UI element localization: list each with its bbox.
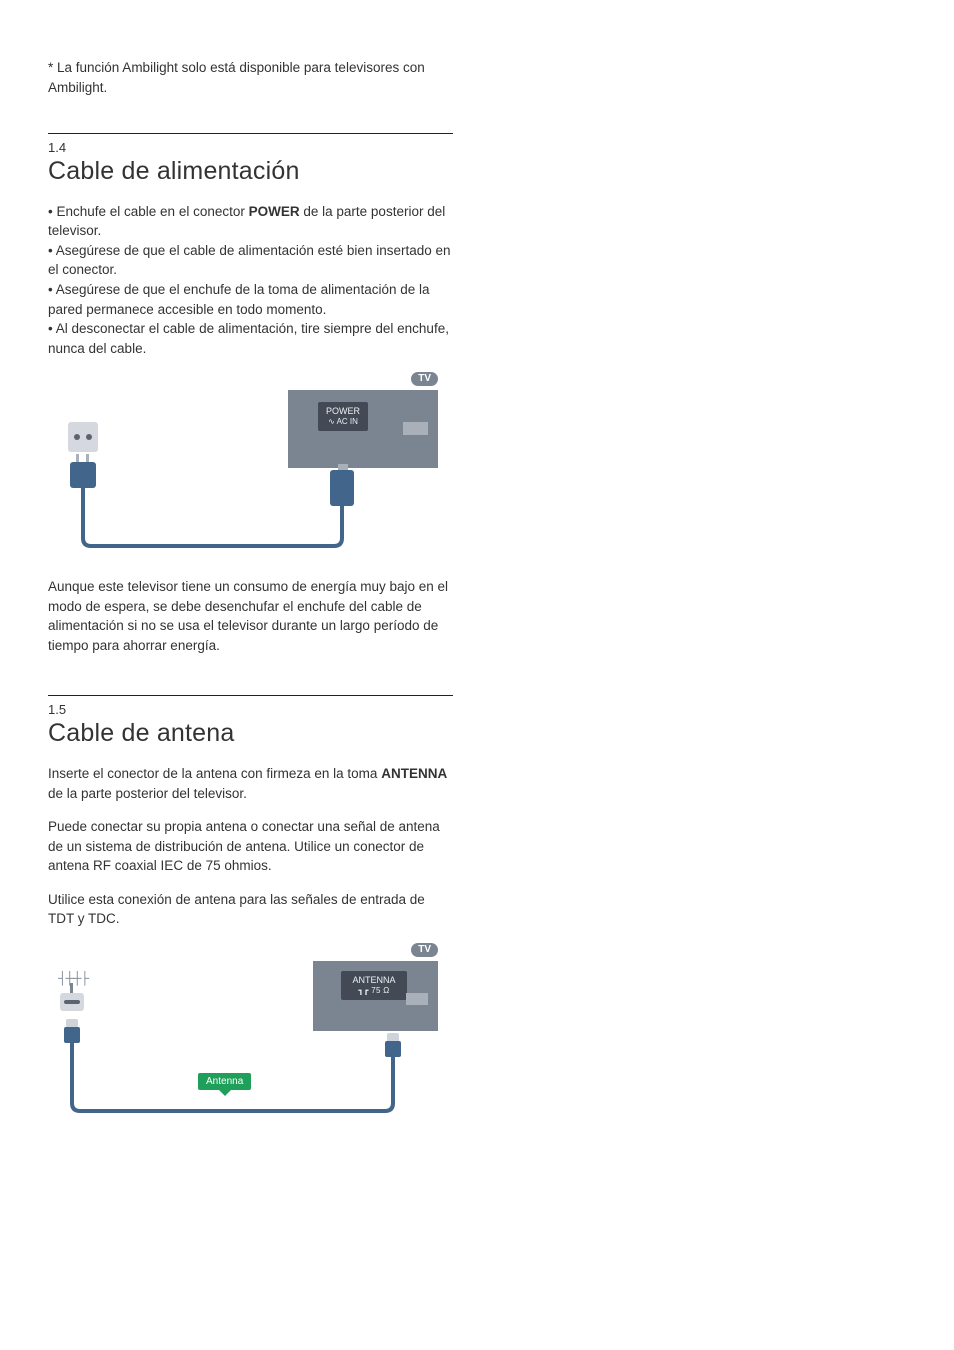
antenna-cable xyxy=(48,943,438,1133)
section-title: Cable de alimentación xyxy=(48,156,453,186)
section-number: 1.4 xyxy=(48,140,453,156)
bullet-list: • Enchufe el cable en el conector POWER … xyxy=(48,202,453,359)
bullet-text: • Enchufe el cable en el conector xyxy=(48,204,249,219)
antenna-para-1: Inserte el conector de la antena con fir… xyxy=(48,764,453,803)
bullet-item: • Al desconectar el cable de alimentació… xyxy=(48,319,453,358)
bullet-item: • Asegúrese de que el cable de alimentac… xyxy=(48,241,453,280)
power-cable-diagram: TV POWER ∿ AC IN xyxy=(48,372,438,557)
bullet-text: • Asegúrese de que el enchufe de la toma… xyxy=(48,282,430,317)
para-text: de la parte posterior del televisor. xyxy=(48,786,247,801)
section-divider xyxy=(48,695,453,696)
ambilight-note: * La función Ambilight solo está disponi… xyxy=(48,58,453,97)
section-title: Cable de antena xyxy=(48,718,453,748)
antenna-cable-diagram: TV ANTENNA ┓┏ 75 Ω ┤┼┼├ Antenna xyxy=(48,943,438,1133)
antenna-para-2: Puede conectar su propia antena o conect… xyxy=(48,817,453,876)
bullet-text: • Al desconectar el cable de alimentació… xyxy=(48,321,449,356)
para-bold: ANTENNA xyxy=(381,766,447,781)
bullet-item: • Asegúrese de que el enchufe de la toma… xyxy=(48,280,453,319)
section-gap xyxy=(48,669,453,695)
bullet-text: • Asegúrese de que el cable de alimentac… xyxy=(48,243,451,278)
section-divider xyxy=(48,133,453,134)
power-after-text: Aunque este televisor tiene un consumo d… xyxy=(48,577,453,655)
para-text: Inserte el conector de la antena con fir… xyxy=(48,766,381,781)
bullet-item: • Enchufe el cable en el conector POWER … xyxy=(48,202,453,241)
bullet-bold: POWER xyxy=(249,204,300,219)
section-number: 1.5 xyxy=(48,702,453,718)
content-column: * La función Ambilight solo está disponi… xyxy=(48,58,453,1133)
antenna-para-3: Utilice esta conexión de antena para las… xyxy=(48,890,453,929)
power-cable xyxy=(48,372,438,557)
document-page: * La función Ambilight solo está disponi… xyxy=(0,0,954,1233)
